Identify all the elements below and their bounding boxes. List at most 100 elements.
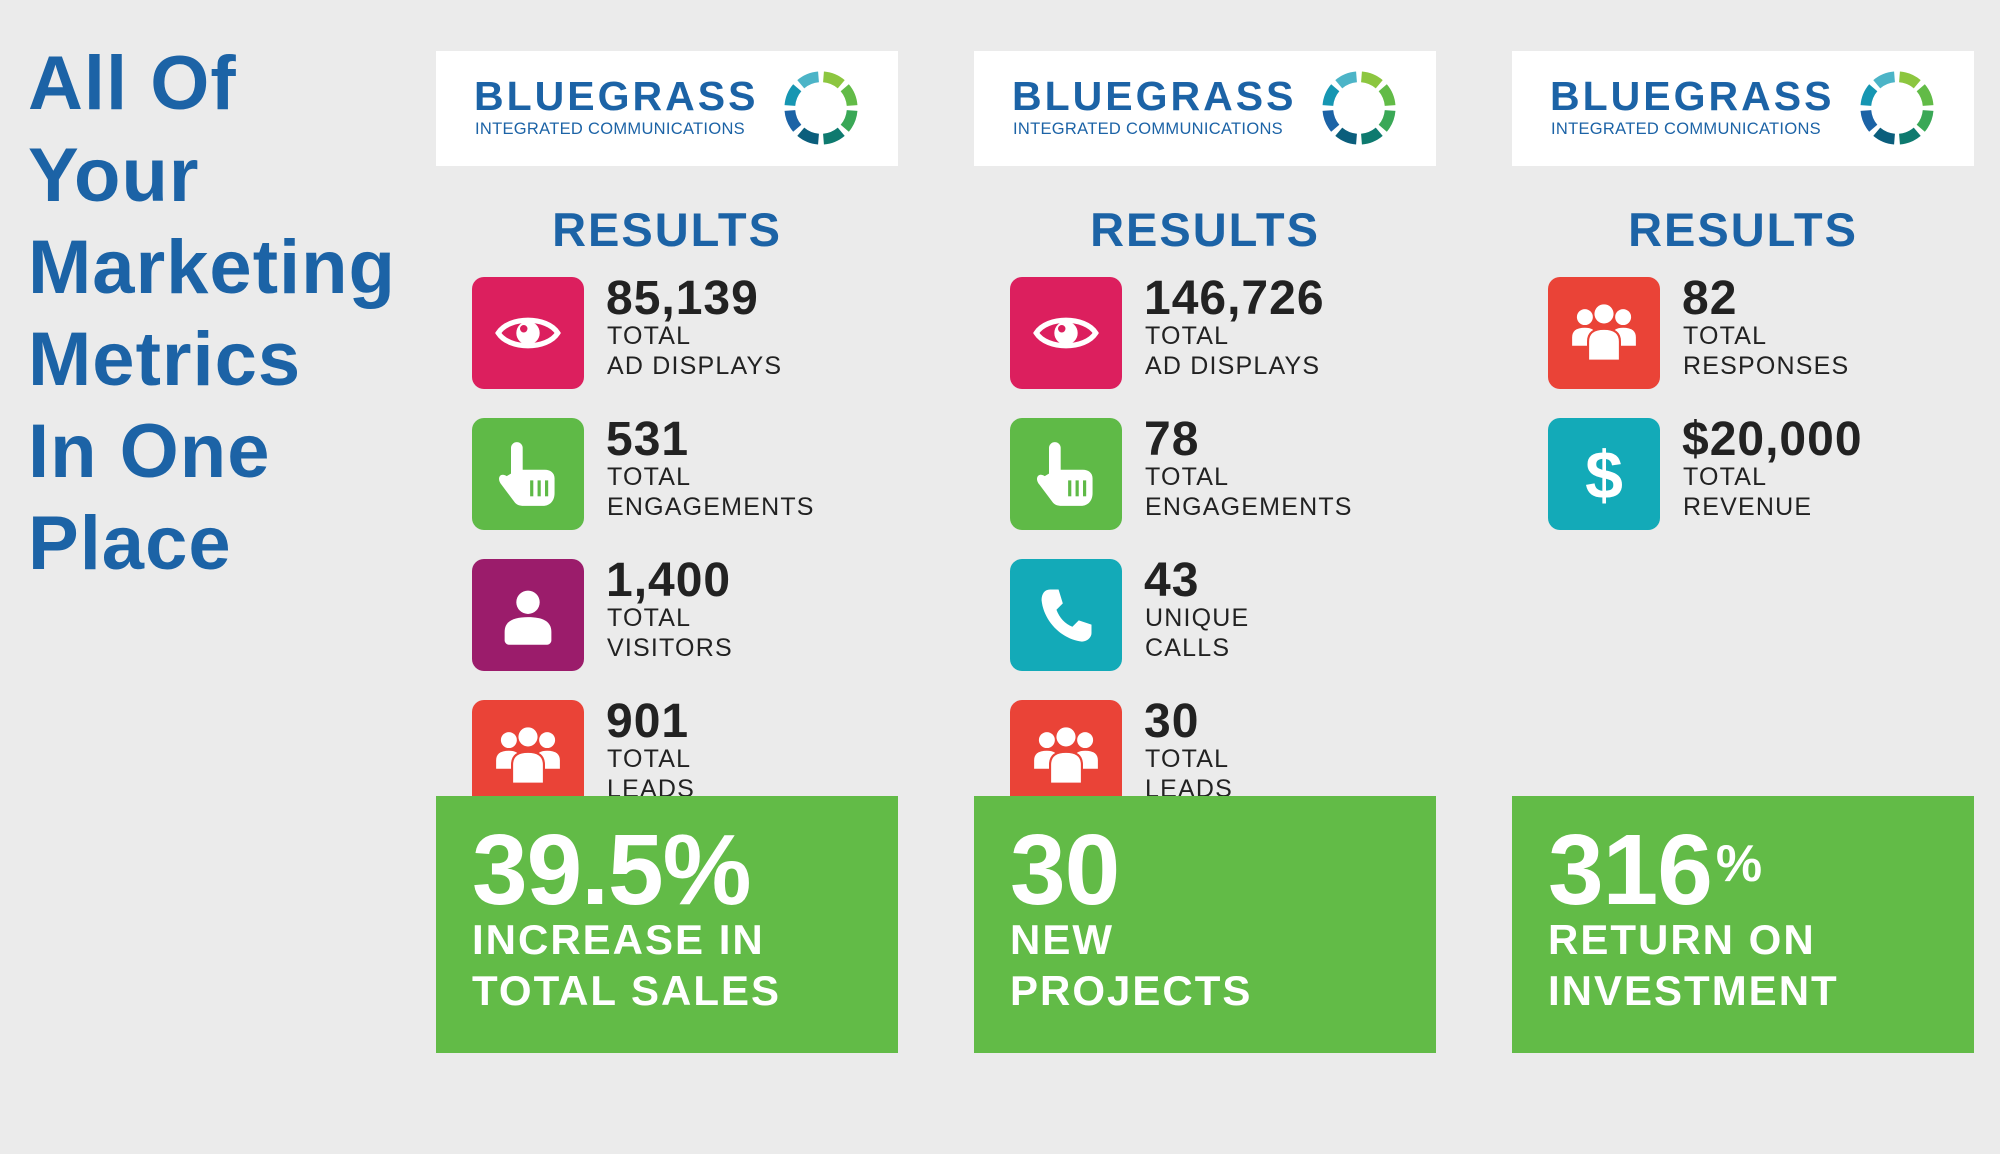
metric-value: 531 [606, 413, 690, 466]
metrics-list: 146,726 TOTAL AD DISPLAYS 78 TOTAL ENGAGEMENT… [974, 273, 1436, 815]
metric-item: 82 TOTAL RESPONSES [1548, 273, 1968, 389]
highlight-number: 316 [1548, 814, 1713, 926]
metric-label-line: TOTAL [1683, 322, 1768, 350]
highlight-caption-line: NEW [1010, 916, 1114, 963]
metric-value: 85,139 [606, 272, 759, 325]
dollar-icon: $ [1548, 418, 1660, 530]
metrics-list: 82 TOTAL RESPONSES $ $20,000 TOTAL REVENUE [1512, 273, 1974, 815]
metric-label: TOTAL VISITORS [607, 603, 733, 663]
metric-label-line: ENGAGEMENTS [1145, 493, 1353, 521]
results-heading: RESULTS [552, 203, 782, 256]
highlight-number: 30 [1010, 814, 1120, 926]
metric-item: 78 TOTAL ENGAGEMENTS [1010, 414, 1430, 530]
results-heading: RESULTS [1090, 203, 1320, 256]
metric-label-line: RESPONSES [1683, 352, 1850, 380]
headline-line: All Of [28, 41, 237, 126]
pointing-hand-icon [1010, 418, 1122, 530]
highlight-caption: RETURN ON INVESTMENT [1548, 914, 1839, 1016]
logo-ring-icon [784, 71, 858, 145]
metric-label: UNIQUE CALLS [1145, 603, 1249, 663]
results-column: BLUEGRASS INTEGRATED COMMUNICATIONS RESU… [974, 51, 1436, 815]
highlight-caption-line: TOTAL SALES [472, 967, 782, 1014]
highlight-value: 316% [1548, 818, 1762, 922]
brand-logo: BLUEGRASS INTEGRATED COMMUNICATIONS [1512, 51, 1974, 166]
highlight-value: 30 [1010, 818, 1120, 922]
metric-label: TOTAL AD DISPLAYS [1145, 321, 1320, 381]
eye-icon [472, 277, 584, 389]
group-icon [1548, 277, 1660, 389]
highlight-caption-line: INVESTMENT [1548, 967, 1839, 1014]
metric-label: TOTAL LEADS [607, 744, 695, 804]
metric-value: 78 [1144, 413, 1200, 466]
highlight-caption-line: INCREASE IN [472, 916, 765, 963]
metric-label-line: VISITORS [607, 634, 733, 662]
metric-item: 531 TOTAL ENGAGEMENTS [472, 414, 892, 530]
highlight-caption: NEW PROJECTS [1010, 914, 1252, 1016]
headline-line: Place [28, 501, 232, 586]
metric-value: 43 [1144, 554, 1200, 607]
highlight-caption-line: RETURN ON [1548, 916, 1816, 963]
results-column: BLUEGRASS INTEGRATED COMMUNICATIONS RESU… [436, 51, 898, 815]
metric-label: TOTAL AD DISPLAYS [607, 321, 782, 381]
headline-line: Marketing [28, 225, 396, 310]
metric-label-line: TOTAL [1145, 745, 1230, 773]
brand-subtitle: INTEGRATED COMMUNICATIONS [1013, 120, 1283, 138]
brand-name: BLUEGRASS [1550, 73, 1835, 119]
metric-value: $20,000 [1682, 413, 1863, 466]
metric-label: TOTAL RESPONSES [1683, 321, 1849, 381]
headline-line: Your [28, 133, 200, 218]
logo-ring-icon [1860, 71, 1934, 145]
user-icon [472, 559, 584, 671]
metric-item: 1,400 TOTAL VISITORS [472, 555, 892, 671]
metric-label-line: TOTAL [607, 322, 692, 350]
svg-text:$: $ [1585, 440, 1623, 508]
metric-value: 901 [606, 695, 690, 748]
results-column: BLUEGRASS INTEGRATED COMMUNICATIONS RESU… [1512, 51, 1974, 815]
metric-item: 43 UNIQUE CALLS [1010, 555, 1430, 671]
metric-label-line: TOTAL [607, 463, 692, 491]
metric-label: TOTAL ENGAGEMENTS [607, 462, 815, 522]
highlight-box: 30 NEW PROJECTS [974, 796, 1436, 1053]
metric-label-line: TOTAL [1145, 463, 1230, 491]
brand-name: BLUEGRASS [474, 73, 759, 119]
metric-label-line: ENGAGEMENTS [607, 493, 815, 521]
metric-label-line: REVENUE [1683, 493, 1813, 521]
metric-label-line: TOTAL [607, 745, 692, 773]
phone-icon [1010, 559, 1122, 671]
metric-label: TOTAL REVENUE [1683, 462, 1812, 522]
metric-value: 146,726 [1144, 272, 1325, 325]
highlight-number: 39.5% [472, 814, 752, 926]
metric-label-line: AD DISPLAYS [1145, 352, 1321, 380]
metric-label-line: TOTAL [607, 604, 692, 632]
highlight-value: 39.5% [472, 818, 752, 922]
brand-subtitle: INTEGRATED COMMUNICATIONS [1551, 120, 1821, 138]
metric-item: 146,726 TOTAL AD DISPLAYS [1010, 273, 1430, 389]
metric-label-line: CALLS [1145, 634, 1231, 662]
metric-value: 1,400 [606, 554, 732, 607]
brand-subtitle: INTEGRATED COMMUNICATIONS [475, 120, 745, 138]
metrics-list: 85,139 TOTAL AD DISPLAYS 531 TOTAL ENGAGEMENT… [436, 273, 898, 815]
metric-label: TOTAL ENGAGEMENTS [1145, 462, 1353, 522]
metric-label-line: AD DISPLAYS [607, 352, 783, 380]
highlight-caption: INCREASE IN TOTAL SALES [472, 914, 781, 1016]
highlight-caption-line: PROJECTS [1010, 967, 1253, 1014]
brand-name: BLUEGRASS [1012, 73, 1297, 119]
page-headline: All Of Your Marketing Metrics In One Pla… [28, 38, 428, 590]
pointing-hand-icon [472, 418, 584, 530]
headline-line: Metrics [28, 317, 302, 402]
eye-icon [1010, 277, 1122, 389]
group-icon [1010, 700, 1122, 812]
highlight-superscript: % [1715, 835, 1762, 893]
brand-logo: BLUEGRASS INTEGRATED COMMUNICATIONS [436, 51, 898, 166]
highlight-box: 39.5% INCREASE IN TOTAL SALES [436, 796, 898, 1053]
metric-item: 30 TOTAL LEADS [1010, 696, 1430, 812]
brand-logo: BLUEGRASS INTEGRATED COMMUNICATIONS [974, 51, 1436, 166]
metric-label-line: UNIQUE [1145, 604, 1250, 632]
headline-line: In One [28, 409, 271, 494]
metric-item: 85,139 TOTAL AD DISPLAYS [472, 273, 892, 389]
metric-label: TOTAL LEADS [1145, 744, 1233, 804]
metric-label-line: TOTAL [1145, 322, 1230, 350]
highlight-box: 316% RETURN ON INVESTMENT [1512, 796, 1974, 1053]
results-heading: RESULTS [1628, 203, 1858, 256]
metric-value: 30 [1144, 695, 1200, 748]
